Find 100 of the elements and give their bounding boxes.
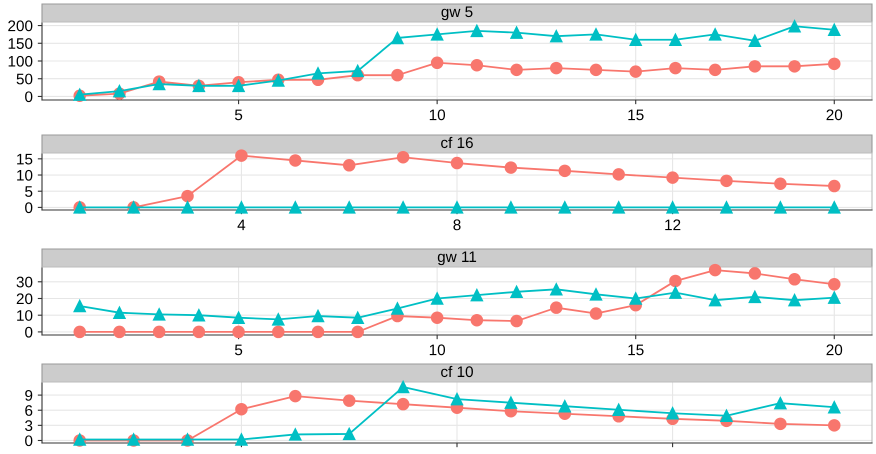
point [504,161,518,174]
y-tick-label: 30 [16,276,32,288]
point [788,273,801,286]
point [342,201,356,214]
point [669,274,682,288]
point [708,264,722,276]
y-tick-label: 0 [25,91,32,102]
point [828,278,841,291]
point [669,286,682,299]
point [590,307,602,320]
x-tick-label: 5 [234,110,242,120]
point [342,394,356,407]
point [558,164,572,178]
point [391,302,404,315]
point [235,149,248,162]
point [272,326,285,338]
x-tick-label: 5 [234,344,242,356]
point [396,398,410,410]
point [558,201,572,214]
point [828,400,841,414]
y-tick-label: 0 [25,202,32,214]
point [708,28,722,41]
y-tick-label: 200 [8,20,32,32]
point [774,396,787,410]
point [312,326,324,338]
point [113,306,126,319]
y-tick-label: 20 [16,293,32,304]
point [788,294,801,306]
point [828,291,841,304]
x-tick-label: 15 [628,110,644,120]
point [510,64,523,76]
x-tick-label: 10 [430,344,446,356]
point [708,64,722,76]
point [612,201,625,214]
y-tick-label: 100 [8,56,32,67]
chart-title: gw 5 [442,6,472,20]
point [666,201,679,214]
point [470,59,484,72]
point [550,301,563,314]
point [450,156,464,170]
point [720,201,733,214]
point [669,33,682,46]
chart-title: gw 11 [438,251,476,266]
point [272,313,285,326]
point [391,32,404,44]
chart-title: cf 10 [441,366,473,378]
point [391,68,404,82]
point [748,290,762,304]
y-tick-label: 15 [17,154,32,165]
point [550,283,563,296]
point [748,60,762,73]
point [289,428,302,441]
y-tick-label: 0 [25,435,32,446]
point [669,62,682,74]
point [828,419,841,432]
point [430,292,444,305]
point [450,201,464,214]
point [774,178,787,190]
point [289,201,302,214]
x-tick-label: 8 [453,219,461,230]
point [788,20,801,33]
y-tick-label: 10 [17,310,32,321]
point [828,201,841,214]
point [351,326,364,338]
point [708,294,722,306]
point [748,267,762,280]
point [590,28,602,41]
point [232,326,245,338]
y-tick-label: 0 [25,326,32,338]
point [430,28,444,41]
point [232,80,245,92]
point [152,78,166,90]
x-tick-label: 10 [430,109,446,120]
point [152,308,166,321]
point [235,402,248,416]
y-tick-label: 9 [25,390,32,401]
point [828,58,841,70]
point [289,154,302,167]
point [550,62,563,74]
point [342,428,356,440]
x-tick-label: 20 [826,109,842,120]
point [666,171,679,184]
point [828,180,841,192]
point [113,326,126,338]
point [748,34,762,48]
point [470,288,484,302]
x-tick-label: 15 [628,344,644,356]
point [788,60,801,73]
point [351,311,364,324]
point [192,308,206,322]
y-tick-label: 10 [17,170,32,181]
point [73,326,86,338]
point [232,311,245,324]
point [450,392,464,406]
point [430,311,444,324]
point [550,30,563,42]
point [504,396,518,409]
point [235,201,248,214]
point [590,64,602,76]
point [396,150,410,164]
